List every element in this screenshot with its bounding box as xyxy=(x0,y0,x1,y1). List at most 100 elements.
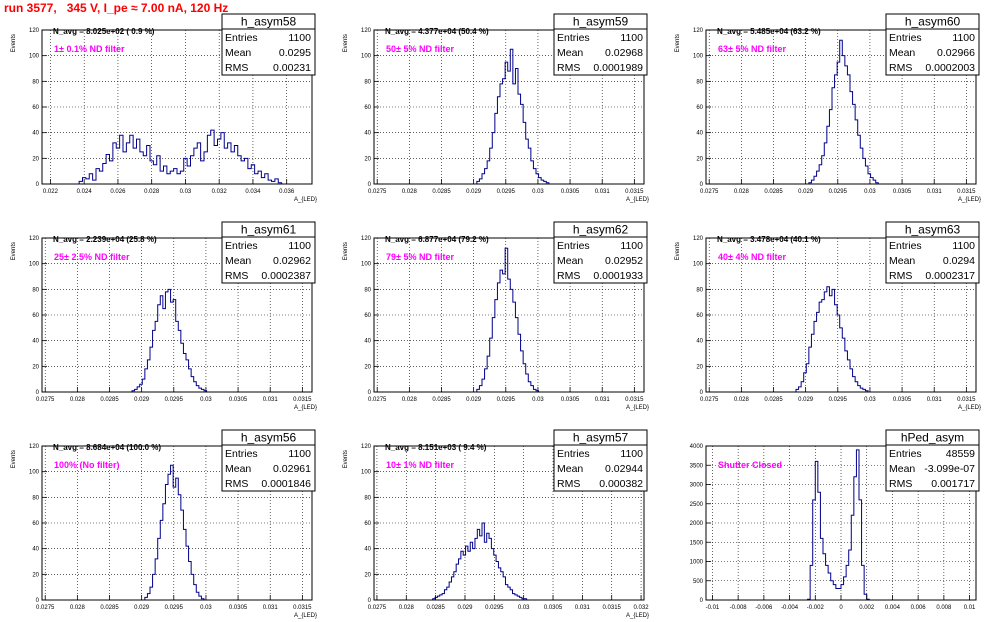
x-tick-label: 0.0295 xyxy=(829,397,848,403)
stats-box xyxy=(553,444,648,492)
x-tick-label: 0.028 xyxy=(70,605,86,611)
y-tick-label: 20 xyxy=(32,572,39,578)
histogram-series xyxy=(144,464,205,600)
y-tick-label: 60 xyxy=(32,521,39,527)
y-axis-label: Events xyxy=(343,34,349,52)
y-tick-label: 40 xyxy=(364,131,371,137)
y-tick-label: 40 xyxy=(696,339,703,345)
y-tick-label: 20 xyxy=(696,156,703,162)
y-tick-label: 60 xyxy=(364,105,371,111)
x-tick-label: 0.031 xyxy=(575,605,591,611)
y-tick-label: 2000 xyxy=(690,521,704,527)
stats-value: 1100 xyxy=(620,32,643,44)
x-tick-label: 0.029 xyxy=(466,397,482,403)
x-tick-label: 0.0285 xyxy=(764,397,783,403)
y-tick-label: 40 xyxy=(32,339,39,345)
stats-label: RMS xyxy=(889,478,912,490)
stats-label: Entries xyxy=(225,240,258,252)
x-tick-label: 0.034 xyxy=(245,189,261,195)
x-tick-label: 0.031 xyxy=(595,189,611,195)
y-tick-label: 60 xyxy=(696,105,703,111)
histogram-name: h_asym62 xyxy=(573,223,629,237)
navg-annotation: N_avg = 8.025e+02 ( 0.9 %) xyxy=(53,27,155,36)
y-axis-label: Events xyxy=(343,242,349,260)
y-tick-label: 40 xyxy=(696,131,703,137)
stats-label: Entries xyxy=(225,448,258,460)
histogram-panel-h_asym56: 0.0275 0.028 0.0285 0.029 0.0295 0.03 0.0305 0.… xyxy=(11,429,317,619)
stats-value: 0.000382 xyxy=(599,478,643,490)
navg-annotation: N_avg = 3.478e+04 (40.1 %) xyxy=(717,235,821,244)
y-tick-label: 100 xyxy=(693,262,704,268)
y-tick-label: 3500 xyxy=(690,463,704,469)
y-tick-label: 100 xyxy=(29,262,40,268)
stats-value: 0.02961 xyxy=(273,463,311,475)
x-tick-label: 0.029 xyxy=(798,397,814,403)
x-tick-label: 0.0295 xyxy=(485,605,504,611)
histogram-name: hPed_asym xyxy=(901,431,964,445)
filter-annotation: 63± 5% ND filter xyxy=(718,44,786,54)
stats-box xyxy=(221,236,316,284)
y-tick-label: 0 xyxy=(368,598,372,604)
x-tick-label: 0.0315 xyxy=(603,605,622,611)
filter-annotation: 79± 5% ND filter xyxy=(386,252,454,262)
y-tick-label: 80 xyxy=(32,79,39,85)
y-tick-label: 120 xyxy=(361,236,372,242)
x-tick-label: 0.0305 xyxy=(229,605,248,611)
x-tick-label: -0.008 xyxy=(730,605,748,611)
y-tick-label: 20 xyxy=(364,572,371,578)
histogram-series xyxy=(808,39,879,184)
navg-annotation: N_avg = 2.239e+04 (25.8 %) xyxy=(53,235,157,244)
x-tick-label: 0.031 xyxy=(927,397,943,403)
y-tick-label: 100 xyxy=(29,470,40,476)
y-tick-label: 120 xyxy=(361,28,372,34)
stats-label: RMS xyxy=(225,478,248,490)
navg-annotation: N_avg = 8.684e+04 (100.0 %) xyxy=(53,443,161,452)
x-axis-label: A_{LED} xyxy=(626,405,649,411)
stats-value: 1100 xyxy=(288,448,311,460)
y-tick-label: 80 xyxy=(364,495,371,501)
filter-annotation: 100% (No filter) xyxy=(54,460,120,470)
x-tick-label: 0.01 xyxy=(964,605,976,611)
histogram-panel-h_asym57: 0.0275 0.028 0.0285 0.029 0.0295 0.03 0.0305 0.… xyxy=(343,429,649,619)
filter-annotation: Shutter Closed xyxy=(718,460,782,470)
x-tick-label: 0.03 xyxy=(518,605,530,611)
stats-value: 1100 xyxy=(620,448,643,460)
x-axis-label: A_{LED} xyxy=(626,613,649,619)
x-tick-label: 0.0295 xyxy=(165,605,184,611)
x-tick-label: 0.0295 xyxy=(165,397,184,403)
navg-annotation: N_avg = 5.485e+04 (63.2 %) xyxy=(717,27,821,36)
y-tick-label: 60 xyxy=(696,313,703,319)
stats-box xyxy=(885,236,980,284)
stats-box xyxy=(221,28,316,76)
histogram-panel-h_asym59: 0.0275 0.028 0.0285 0.029 0.0295 0.03 0.0305 0.… xyxy=(343,13,649,203)
x-tick-label: -0.01 xyxy=(706,605,720,611)
y-tick-label: 40 xyxy=(32,131,39,137)
x-tick-label: 0.029 xyxy=(466,189,482,195)
y-tick-label: 20 xyxy=(364,364,371,370)
y-tick-label: 80 xyxy=(364,287,371,293)
filter-annotation: 40± 4% ND filter xyxy=(718,252,786,262)
y-tick-label: 100 xyxy=(29,54,40,60)
stats-label: RMS xyxy=(889,62,912,74)
stats-value: 0.02944 xyxy=(605,463,643,475)
stats-label: RMS xyxy=(557,270,580,282)
stats-value: 0.0002317 xyxy=(925,270,975,282)
stats-value: 0.0002387 xyxy=(261,270,311,282)
y-tick-label: 0 xyxy=(36,182,40,188)
x-tick-label: 0.031 xyxy=(263,605,279,611)
x-tick-label: 0 xyxy=(839,605,843,611)
y-tick-label: 1000 xyxy=(690,560,704,566)
x-tick-label: 0.0275 xyxy=(368,605,387,611)
histogram-panel-h_asym58: 0.022 0.024 0.026 0.028 0.03 0.032 0.034 0.036 0… xyxy=(11,13,317,203)
stats-value: 1100 xyxy=(952,32,975,44)
stats-value: 0.02952 xyxy=(605,255,643,267)
x-tick-label: 0.0295 xyxy=(497,189,516,195)
stats-value: 0.0001933 xyxy=(593,270,643,282)
x-tick-label: 0.029 xyxy=(457,605,473,611)
x-tick-label: 0.0315 xyxy=(957,397,976,403)
y-tick-label: 120 xyxy=(29,28,40,34)
y-axis-label: Events xyxy=(11,34,17,52)
y-tick-label: 120 xyxy=(29,444,40,450)
stats-value: 1100 xyxy=(288,32,311,44)
histogram-series xyxy=(75,129,285,185)
